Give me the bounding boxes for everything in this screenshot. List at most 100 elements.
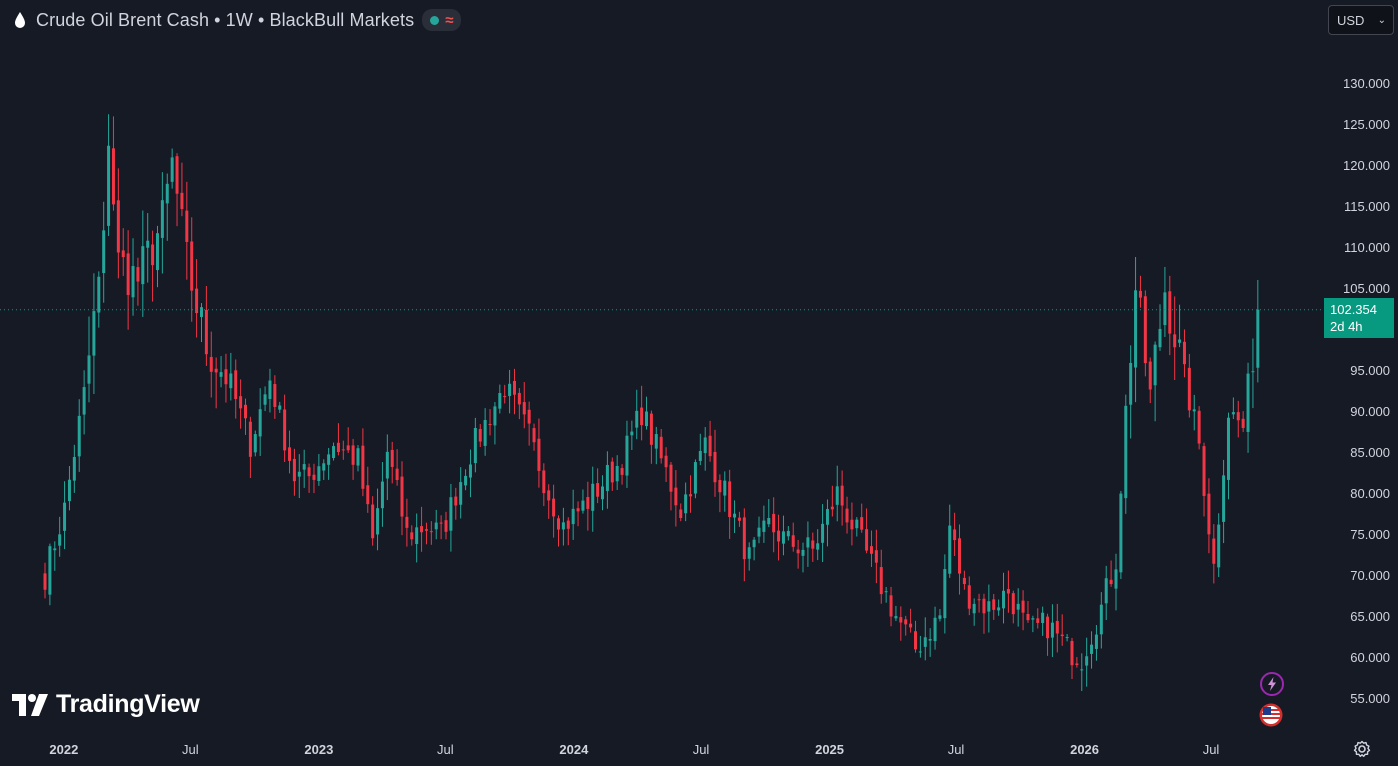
candle-body — [757, 527, 761, 537]
candle-body — [581, 500, 585, 511]
candle-body — [464, 475, 468, 486]
candle-body — [1041, 612, 1045, 623]
candle-body — [459, 482, 463, 505]
candle-body — [434, 522, 438, 530]
currency-selector[interactable]: USD ⌄ — [1328, 5, 1394, 35]
candle-body — [693, 462, 697, 494]
x-tick-label: Jul — [948, 742, 965, 757]
candle-body — [635, 410, 639, 428]
candle-body — [840, 485, 844, 506]
candle-body — [43, 573, 47, 590]
candle-body — [376, 508, 380, 535]
candle-body — [395, 468, 399, 481]
y-tick-label: 90.000 — [1350, 404, 1390, 419]
candle-body — [204, 309, 208, 355]
candle-body — [390, 449, 394, 467]
candle-body — [356, 448, 360, 466]
candle-body — [884, 591, 888, 593]
symbol-title[interactable]: Crude Oil Brent Cash • 1W • BlackBull Ma… — [36, 9, 415, 30]
candle-body — [659, 436, 663, 459]
candle-body — [508, 383, 512, 397]
candle-body — [571, 508, 575, 525]
candle-body — [361, 445, 365, 489]
market-status-pill[interactable]: ≈ — [422, 9, 462, 31]
x-tick-label: Jul — [693, 742, 710, 757]
y-tick-label: 120.000 — [1343, 158, 1390, 173]
x-tick-label: 2024 — [559, 742, 589, 757]
candle-body — [879, 567, 883, 595]
candle-body — [982, 598, 986, 614]
candle-body — [410, 532, 414, 540]
candle-body — [586, 497, 590, 509]
candle-body — [640, 407, 644, 426]
candle-body — [1075, 663, 1079, 666]
candle-body — [385, 451, 389, 479]
candle-body — [1124, 405, 1128, 499]
candle-body — [625, 435, 629, 476]
candle-body — [1002, 590, 1006, 609]
candle-body — [116, 200, 120, 253]
candle-body — [977, 599, 981, 601]
candle-body — [733, 513, 737, 518]
candle-body — [273, 384, 277, 407]
x-tick-label: Jul — [182, 742, 199, 757]
gear-icon[interactable] — [1352, 739, 1372, 759]
candle-body — [263, 394, 267, 405]
candle-body — [816, 543, 820, 550]
candle-body — [190, 241, 194, 291]
y-tick-label: 70.000 — [1350, 568, 1390, 583]
candle-body — [938, 615, 942, 619]
candle-body — [1026, 613, 1030, 621]
candle-body — [894, 616, 898, 619]
candle-body — [219, 372, 223, 377]
candle-body — [1090, 644, 1094, 654]
candle-body — [1226, 417, 1230, 480]
candle-body — [605, 464, 609, 491]
candle-body — [170, 157, 174, 182]
candle-body — [1065, 637, 1069, 639]
last-price-value: 102.354 — [1330, 302, 1377, 317]
candle-body — [336, 442, 340, 453]
candle-body — [449, 497, 453, 531]
candle-body — [806, 537, 810, 548]
candle-body — [92, 311, 96, 356]
candle-body — [752, 539, 756, 548]
drop-icon — [15, 12, 25, 28]
us-flag-icon[interactable] — [1258, 702, 1284, 728]
candle-body — [429, 531, 433, 533]
candle-body — [1138, 290, 1142, 298]
candle-body — [312, 474, 316, 480]
candle-body — [332, 446, 336, 459]
tradingview-logo[interactable]: TradingView — [12, 690, 200, 719]
candle-body — [1104, 578, 1108, 604]
candle-body — [708, 435, 712, 457]
candle-body — [537, 438, 541, 471]
x-tick-label: Jul — [1203, 742, 1220, 757]
y-tick-label: 75.000 — [1350, 527, 1390, 542]
candle-body — [1021, 600, 1025, 613]
candle-body — [111, 148, 115, 205]
candle-body — [317, 466, 321, 482]
candle-body — [821, 523, 825, 543]
y-tick-label: 85.000 — [1350, 445, 1390, 460]
candle-body — [239, 396, 243, 409]
lightning-icon[interactable] — [1259, 671, 1285, 697]
candle-body — [199, 307, 203, 317]
candle-body — [454, 496, 458, 506]
candle-body — [82, 387, 86, 415]
candle-body — [268, 380, 272, 399]
candle-body — [610, 461, 614, 483]
candle-body — [869, 546, 873, 554]
tradingview-logo-icon — [12, 693, 48, 716]
candle-body — [747, 547, 751, 559]
candle-body — [180, 192, 184, 209]
candle-body — [1129, 362, 1133, 405]
candle-body — [1016, 603, 1020, 610]
candle-body — [718, 480, 722, 493]
candle-body — [860, 517, 864, 530]
candle-body — [1256, 309, 1260, 368]
candle-body — [1187, 367, 1191, 411]
candle-body — [1099, 604, 1103, 635]
candle-body — [1050, 622, 1054, 638]
